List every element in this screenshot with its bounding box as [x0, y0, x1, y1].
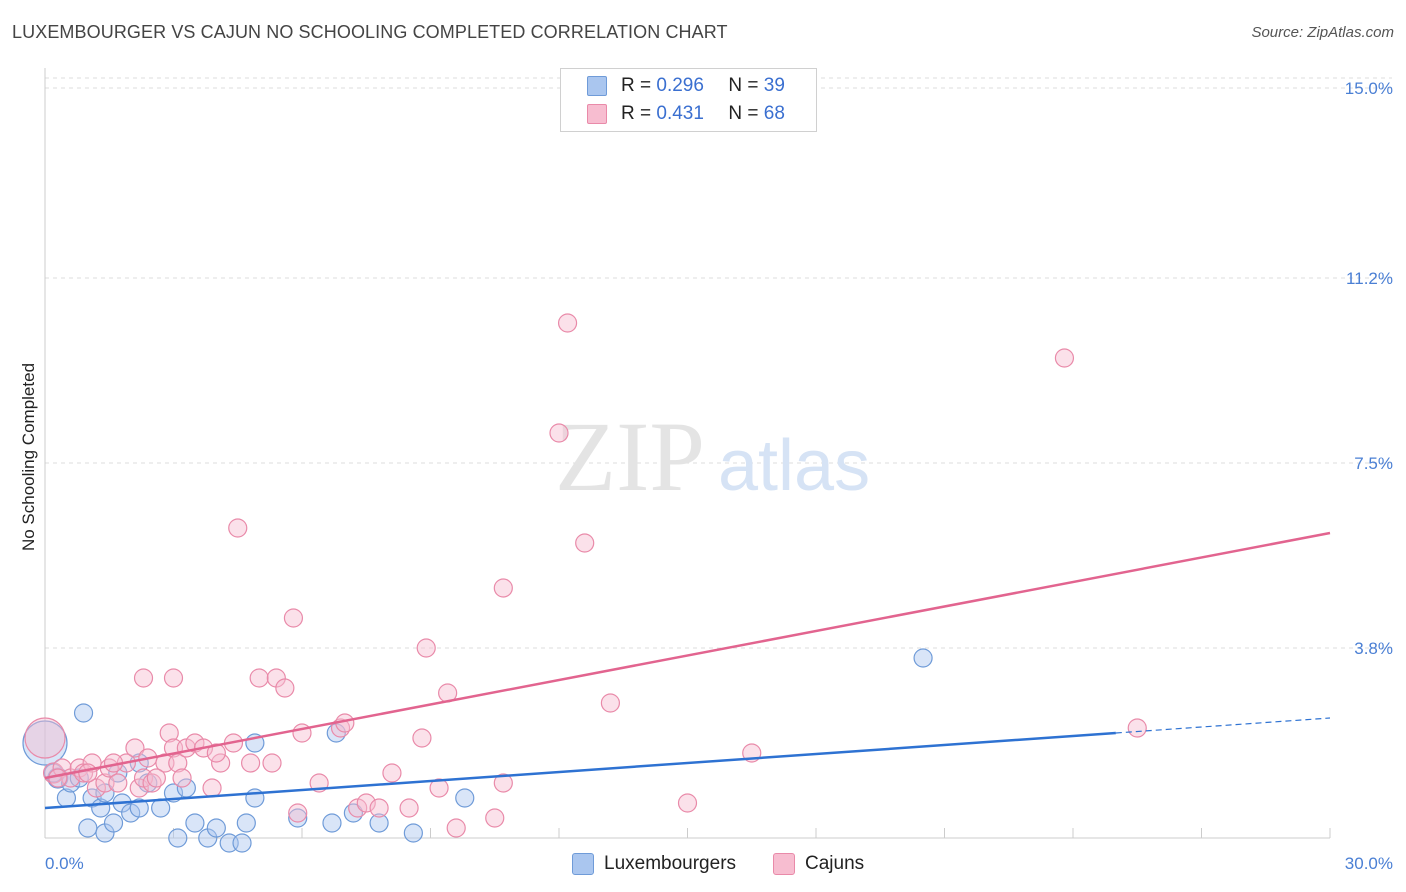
luxembourgers-point — [151, 798, 171, 818]
watermark-atlas: atlas — [718, 426, 870, 506]
cajuns-point — [416, 638, 436, 658]
luxembourgers-point — [103, 813, 124, 833]
bottom-legend-swatch-cajuns — [773, 853, 795, 875]
cajuns-point — [24, 717, 66, 759]
bottom-legend-label-cajuns: Cajuns — [805, 853, 865, 874]
legend-n-label: N = — [728, 103, 759, 124]
cajuns-point — [108, 773, 128, 793]
cajuns-point — [493, 773, 513, 793]
cajuns-point — [78, 763, 98, 783]
luxembourgers-point — [168, 828, 188, 848]
cajuns-point — [133, 668, 154, 688]
cajuns-point — [1127, 718, 1147, 738]
legend-n-label: N = — [728, 75, 759, 96]
cajuns-point — [168, 753, 188, 773]
luxembourgers-point — [913, 648, 933, 668]
luxembourgers-point — [206, 818, 226, 838]
bottom-legend-label-luxembourgers: Luxembourgers — [604, 853, 737, 874]
cajuns-point — [382, 763, 402, 783]
luxembourgers-point — [22, 720, 68, 766]
cajuns-point — [493, 578, 513, 598]
legend-swatch-cajuns — [587, 104, 607, 124]
luxembourgers-point — [455, 788, 475, 808]
cajuns-point — [275, 678, 295, 698]
luxembourgers-point — [73, 703, 94, 723]
bottom-legend-luxembourgers: Luxembourgers — [572, 850, 736, 878]
cajuns-point — [163, 668, 184, 688]
legend-r-label: R = — [621, 103, 652, 124]
cajuns-point — [429, 778, 449, 798]
legend-n-value-cajuns: 68 — [763, 103, 785, 124]
cajuns-point — [356, 793, 376, 813]
watermark-zip: ZIP — [555, 401, 705, 512]
luxembourgers-point — [322, 813, 342, 833]
chart-title: LUXEMBOURGER VS CAJUN NO SCHOOLING COMPL… — [12, 22, 728, 42]
luxembourgers-trend-line — [44, 731, 1116, 810]
cajuns-point — [283, 608, 304, 628]
legend-r-value-luxembourgers: 0.296 — [656, 75, 704, 96]
cajuns-point — [262, 753, 282, 773]
cajuns-point — [557, 313, 578, 333]
cajuns-point — [600, 693, 621, 713]
cajuns-point — [129, 778, 149, 798]
y-tick-label: 11.2% — [1346, 269, 1393, 288]
cajuns-point — [146, 768, 166, 788]
tick-labels: 3.8% 7.5% 11.2% 15.0% 0.0% 30.0% — [45, 79, 1393, 873]
luxembourgers-point — [403, 823, 423, 843]
bottom-legend-cajuns: Cajuns — [773, 850, 864, 878]
cajuns-point — [241, 753, 261, 773]
luxembourgers-point — [129, 798, 149, 818]
luxembourgers-point — [236, 813, 256, 833]
cajuns-point — [446, 818, 466, 838]
stats-legend: R = 0.296 N = 39 R = 0.431 N = 68 — [560, 68, 817, 132]
cajuns-trend-line — [44, 531, 1331, 780]
luxembourgers-point — [232, 833, 252, 853]
luxembourgers-point — [185, 813, 205, 833]
cajuns-point — [125, 738, 145, 758]
y-axis-label: No Schooling Completed — [19, 363, 38, 551]
cajuns-point — [172, 768, 192, 788]
x-tick-label: 30.0% — [1345, 854, 1393, 873]
source-credit: Source: ZipAtlas.com — [1251, 24, 1394, 41]
cajuns-point — [202, 778, 222, 798]
gridlines — [45, 77, 1392, 649]
cajuns-point — [249, 668, 269, 688]
luxembourgers-point — [288, 808, 308, 828]
y-tick-label: 3.8% — [1354, 639, 1393, 658]
trend-lines — [44, 531, 1331, 810]
cajuns-point — [485, 808, 505, 828]
y-tick-label: 7.5% — [1354, 454, 1393, 473]
luxembourgers-point — [369, 813, 389, 833]
cajuns-point — [228, 518, 248, 538]
cajuns-point — [549, 423, 569, 443]
legend-r-value-cajuns: 0.431 — [656, 103, 704, 124]
legend-row-cajuns: R = 0.431 N = 68 — [587, 101, 785, 127]
cajuns-point — [369, 798, 389, 818]
y-tick-label: 15.0% — [1345, 79, 1393, 98]
luxembourgers-point — [78, 818, 98, 838]
cajuns-point — [288, 803, 308, 823]
legend-n-value-luxembourgers: 39 — [763, 75, 785, 96]
cajuns-point — [211, 753, 231, 773]
cajuns-point — [206, 743, 226, 763]
legend-swatch-luxembourgers — [587, 76, 607, 96]
cajuns-point — [1054, 348, 1075, 368]
legend-row-luxembourgers: R = 0.296 N = 39 — [587, 73, 785, 99]
cajuns-point — [575, 533, 595, 553]
luxembourgers-trend-extension — [1115, 717, 1331, 734]
cajuns-point — [412, 728, 432, 748]
axes — [44, 68, 1331, 839]
x-tick-label: 0.0% — [45, 854, 84, 873]
cajuns-point — [677, 793, 698, 813]
bottom-legend-swatch-luxembourgers — [572, 853, 594, 875]
legend-r-label: R = — [621, 75, 652, 96]
cajuns-point — [159, 723, 179, 743]
cajuns-point — [399, 798, 419, 818]
